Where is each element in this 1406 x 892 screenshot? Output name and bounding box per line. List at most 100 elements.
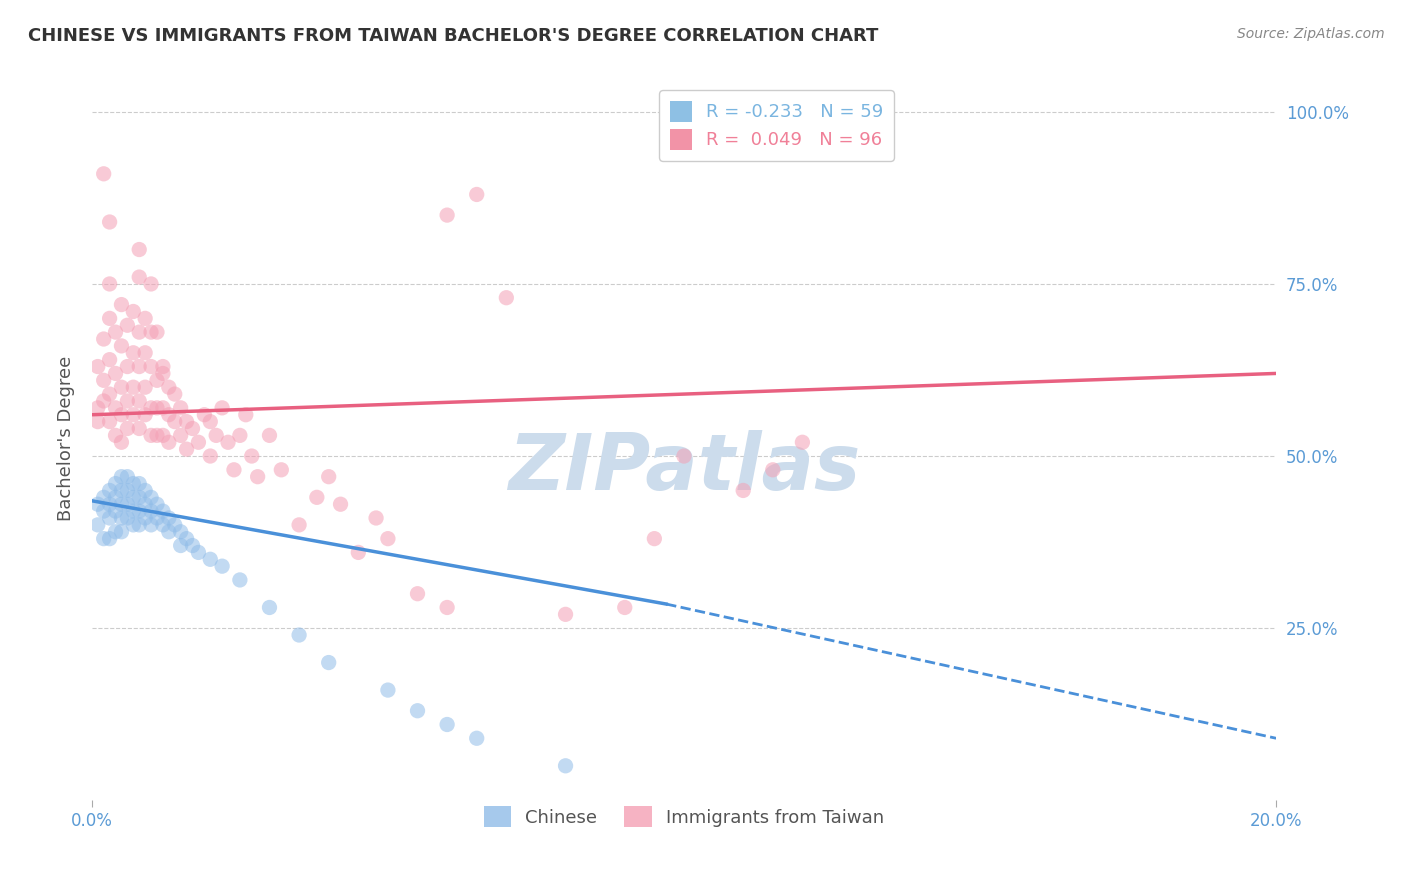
Text: ZIPatlas: ZIPatlas xyxy=(508,430,860,506)
Point xyxy=(139,325,162,339)
Point xyxy=(733,483,755,498)
Point xyxy=(240,449,263,463)
Point xyxy=(98,277,121,291)
Point xyxy=(128,270,150,285)
Point xyxy=(157,524,180,539)
Point xyxy=(318,656,340,670)
Legend: Chinese, Immigrants from Taiwan: Chinese, Immigrants from Taiwan xyxy=(477,799,891,835)
Point xyxy=(87,415,110,429)
Point xyxy=(163,415,186,429)
Point xyxy=(211,559,233,574)
Point xyxy=(200,449,222,463)
Point xyxy=(181,421,204,435)
Point xyxy=(98,497,121,511)
Point xyxy=(134,345,156,359)
Point xyxy=(117,511,139,525)
Text: Source: ZipAtlas.com: Source: ZipAtlas.com xyxy=(1237,27,1385,41)
Point xyxy=(672,449,695,463)
Point xyxy=(104,524,127,539)
Point xyxy=(176,415,198,429)
Point xyxy=(152,428,174,442)
Point xyxy=(152,504,174,518)
Point xyxy=(139,359,162,374)
Point xyxy=(122,517,145,532)
Point xyxy=(93,491,115,505)
Point xyxy=(110,435,132,450)
Point xyxy=(122,408,145,422)
Point xyxy=(762,463,785,477)
Point xyxy=(98,415,121,429)
Point xyxy=(436,717,458,731)
Point xyxy=(139,428,162,442)
Point xyxy=(117,421,139,435)
Point xyxy=(122,380,145,394)
Point xyxy=(139,517,162,532)
Point xyxy=(229,573,252,587)
Point xyxy=(93,332,115,346)
Point xyxy=(169,524,191,539)
Point xyxy=(305,491,328,505)
Point xyxy=(146,325,169,339)
Point xyxy=(377,683,399,698)
Point xyxy=(110,483,132,498)
Point xyxy=(122,476,145,491)
Point xyxy=(364,511,387,525)
Point xyxy=(235,408,257,422)
Point xyxy=(176,532,198,546)
Point xyxy=(110,339,132,353)
Point xyxy=(110,297,132,311)
Point xyxy=(93,504,115,518)
Point xyxy=(157,511,180,525)
Point xyxy=(152,359,174,374)
Point xyxy=(157,435,180,450)
Point xyxy=(98,311,121,326)
Point xyxy=(176,442,198,457)
Point xyxy=(128,243,150,257)
Point xyxy=(347,545,370,559)
Point xyxy=(122,345,145,359)
Point xyxy=(205,428,228,442)
Point xyxy=(110,511,132,525)
Point xyxy=(157,380,180,394)
Point xyxy=(93,373,115,387)
Point xyxy=(495,291,517,305)
Point xyxy=(117,469,139,483)
Point xyxy=(318,469,340,483)
Point xyxy=(98,215,121,229)
Point xyxy=(104,401,127,415)
Point xyxy=(436,600,458,615)
Point xyxy=(643,532,665,546)
Point xyxy=(152,367,174,381)
Point xyxy=(128,517,150,532)
Point xyxy=(200,552,222,566)
Point xyxy=(792,435,814,450)
Point xyxy=(217,435,239,450)
Point xyxy=(122,304,145,318)
Point xyxy=(104,325,127,339)
Point xyxy=(329,497,352,511)
Point xyxy=(152,517,174,532)
Text: CHINESE VS IMMIGRANTS FROM TAIWAN BACHELOR'S DEGREE CORRELATION CHART: CHINESE VS IMMIGRANTS FROM TAIWAN BACHEL… xyxy=(28,27,879,45)
Point xyxy=(139,401,162,415)
Point xyxy=(406,704,429,718)
Point xyxy=(128,421,150,435)
Point xyxy=(181,539,204,553)
Point xyxy=(193,408,215,422)
Point xyxy=(270,463,292,477)
Point xyxy=(87,401,110,415)
Point xyxy=(134,380,156,394)
Point xyxy=(134,511,156,525)
Point xyxy=(146,497,169,511)
Point xyxy=(465,187,488,202)
Point xyxy=(98,532,121,546)
Point xyxy=(554,607,576,622)
Point xyxy=(246,469,269,483)
Point xyxy=(98,387,121,401)
Point xyxy=(87,497,110,511)
Point xyxy=(465,731,488,746)
Point xyxy=(288,517,311,532)
Point xyxy=(110,524,132,539)
Y-axis label: Bachelor's Degree: Bachelor's Degree xyxy=(58,356,75,522)
Point xyxy=(104,491,127,505)
Point xyxy=(200,415,222,429)
